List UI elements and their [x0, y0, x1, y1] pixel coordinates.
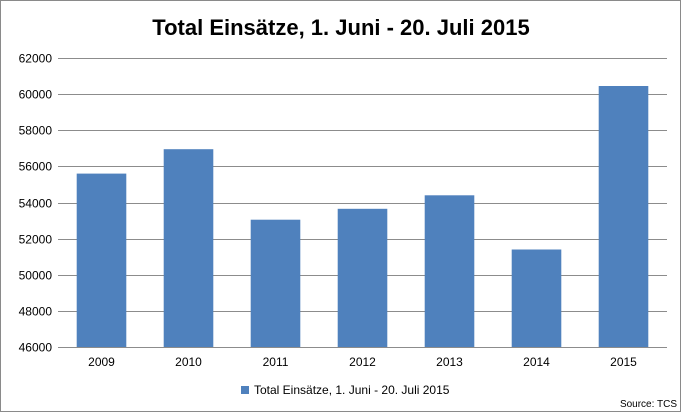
y-tick-label: 58000 — [19, 124, 53, 138]
bar-2009 — [76, 173, 127, 347]
y-axis-ticks: 46000 48000 50000 52000 54000 56000 58000 60000… — [19, 52, 53, 355]
chart-title: Total Einsätze, 1. Juni - 20. Juli 2015 — [152, 15, 529, 40]
y-tick-label: 46000 — [19, 341, 53, 355]
bar-2013 — [424, 195, 475, 347]
y-tick-label: 52000 — [19, 233, 53, 247]
x-tick-label: 2015 — [610, 355, 637, 369]
y-tick-label: 48000 — [19, 305, 53, 319]
x-tick-label: 2013 — [436, 355, 463, 369]
bars — [76, 86, 649, 347]
source-note: Source: TCS — [620, 399, 677, 410]
bar-2011 — [250, 219, 301, 347]
bar-2014 — [511, 249, 562, 347]
bar-2010 — [163, 149, 214, 347]
bar-2012 — [337, 208, 388, 347]
y-tick-label: 50000 — [19, 269, 53, 283]
y-tick-label: 54000 — [19, 197, 53, 211]
gridlines — [58, 58, 667, 348]
y-tick-label: 62000 — [19, 52, 53, 66]
x-axis-ticks: 2009 2010 2011 2012 2013 2014 2015 — [88, 355, 637, 369]
legend-swatch — [241, 386, 249, 394]
x-tick-label: 2012 — [349, 355, 376, 369]
y-tick-label: 56000 — [19, 160, 53, 174]
x-tick-label: 2010 — [175, 355, 202, 369]
x-tick-label: 2014 — [523, 355, 550, 369]
x-tick-label: 2009 — [88, 355, 115, 369]
legend: Total Einsätze, 1. Juni - 20. Juli 2015 — [241, 383, 450, 397]
bar-2015 — [598, 86, 649, 347]
y-tick-label: 60000 — [19, 88, 53, 102]
legend-label: Total Einsätze, 1. Juni - 20. Juli 2015 — [254, 383, 450, 397]
x-tick-label: 2011 — [263, 355, 289, 369]
